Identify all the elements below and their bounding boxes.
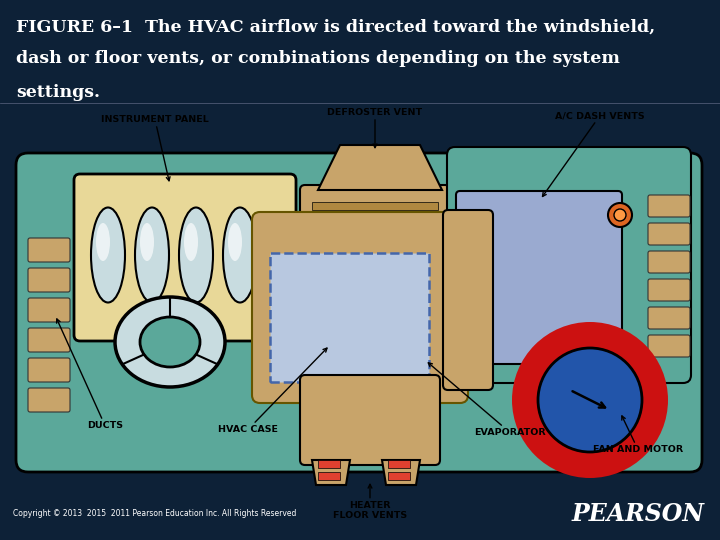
Ellipse shape	[140, 317, 200, 367]
Bar	[312, 202, 438, 210]
FancyBboxPatch shape	[648, 307, 690, 329]
FancyBboxPatch shape	[443, 210, 493, 390]
Circle shape	[608, 203, 632, 227]
Text: FIGURE 6–1  The HVAC airflow is directed toward the windshield,: FIGURE 6–1 The HVAC airflow is directed …	[16, 19, 655, 36]
FancyBboxPatch shape	[648, 195, 690, 217]
FancyBboxPatch shape	[648, 251, 690, 273]
Text: A/C DASH VENTS: A/C DASH VENTS	[542, 111, 645, 197]
Ellipse shape	[135, 207, 169, 302]
Circle shape	[512, 322, 668, 478]
Text: Copyright © 2013  2015  2011 Pearson Education Inc. All Rights Reserved: Copyright © 2013 2015 2011 Pearson Educa…	[13, 510, 297, 518]
FancyBboxPatch shape	[300, 185, 450, 295]
Text: settings.: settings.	[16, 84, 100, 101]
Bar	[318, 460, 340, 468]
Text: EVAPORATOR: EVAPORATOR	[428, 363, 546, 437]
Bar	[312, 226, 438, 234]
Polygon shape	[382, 460, 420, 485]
Polygon shape	[318, 145, 442, 190]
Text: DUCTS: DUCTS	[57, 319, 123, 430]
Ellipse shape	[223, 207, 257, 302]
Bar	[312, 250, 438, 258]
FancyBboxPatch shape	[28, 268, 70, 292]
Bar	[312, 262, 438, 270]
Ellipse shape	[228, 223, 242, 261]
Ellipse shape	[91, 207, 125, 302]
Text: PEARSON: PEARSON	[571, 502, 704, 526]
Bar	[318, 472, 340, 480]
FancyBboxPatch shape	[28, 388, 70, 412]
Text: FAN AND MOTOR: FAN AND MOTOR	[593, 416, 683, 454]
Text: HEATER
FLOOR VENTS: HEATER FLOOR VENTS	[333, 484, 407, 520]
FancyBboxPatch shape	[300, 375, 440, 465]
Circle shape	[614, 209, 626, 221]
Text: DEFROSTER VENT: DEFROSTER VENT	[328, 108, 423, 147]
FancyBboxPatch shape	[447, 147, 691, 383]
Ellipse shape	[184, 223, 198, 261]
Ellipse shape	[140, 223, 154, 261]
FancyBboxPatch shape	[28, 358, 70, 382]
FancyBboxPatch shape	[648, 279, 690, 301]
Ellipse shape	[96, 223, 110, 261]
Text: dash or floor vents, or combinations depending on the system: dash or floor vents, or combinations dep…	[16, 50, 620, 68]
Text: HVAC CASE: HVAC CASE	[218, 348, 327, 434]
FancyBboxPatch shape	[270, 253, 429, 382]
FancyBboxPatch shape	[252, 212, 468, 403]
Ellipse shape	[115, 297, 225, 387]
FancyBboxPatch shape	[28, 298, 70, 322]
Polygon shape	[312, 460, 350, 485]
Bar	[312, 238, 438, 246]
FancyBboxPatch shape	[28, 238, 70, 262]
Bar	[312, 274, 438, 282]
Bar	[388, 472, 410, 480]
FancyBboxPatch shape	[16, 153, 702, 472]
FancyBboxPatch shape	[28, 328, 70, 352]
Bar	[312, 214, 438, 222]
FancyBboxPatch shape	[456, 191, 622, 364]
Ellipse shape	[179, 207, 213, 302]
FancyBboxPatch shape	[74, 174, 296, 341]
Text: INSTRUMENT PANEL: INSTRUMENT PANEL	[101, 115, 209, 181]
Circle shape	[538, 348, 642, 452]
FancyBboxPatch shape	[648, 335, 690, 357]
Bar	[388, 460, 410, 468]
FancyBboxPatch shape	[648, 223, 690, 245]
